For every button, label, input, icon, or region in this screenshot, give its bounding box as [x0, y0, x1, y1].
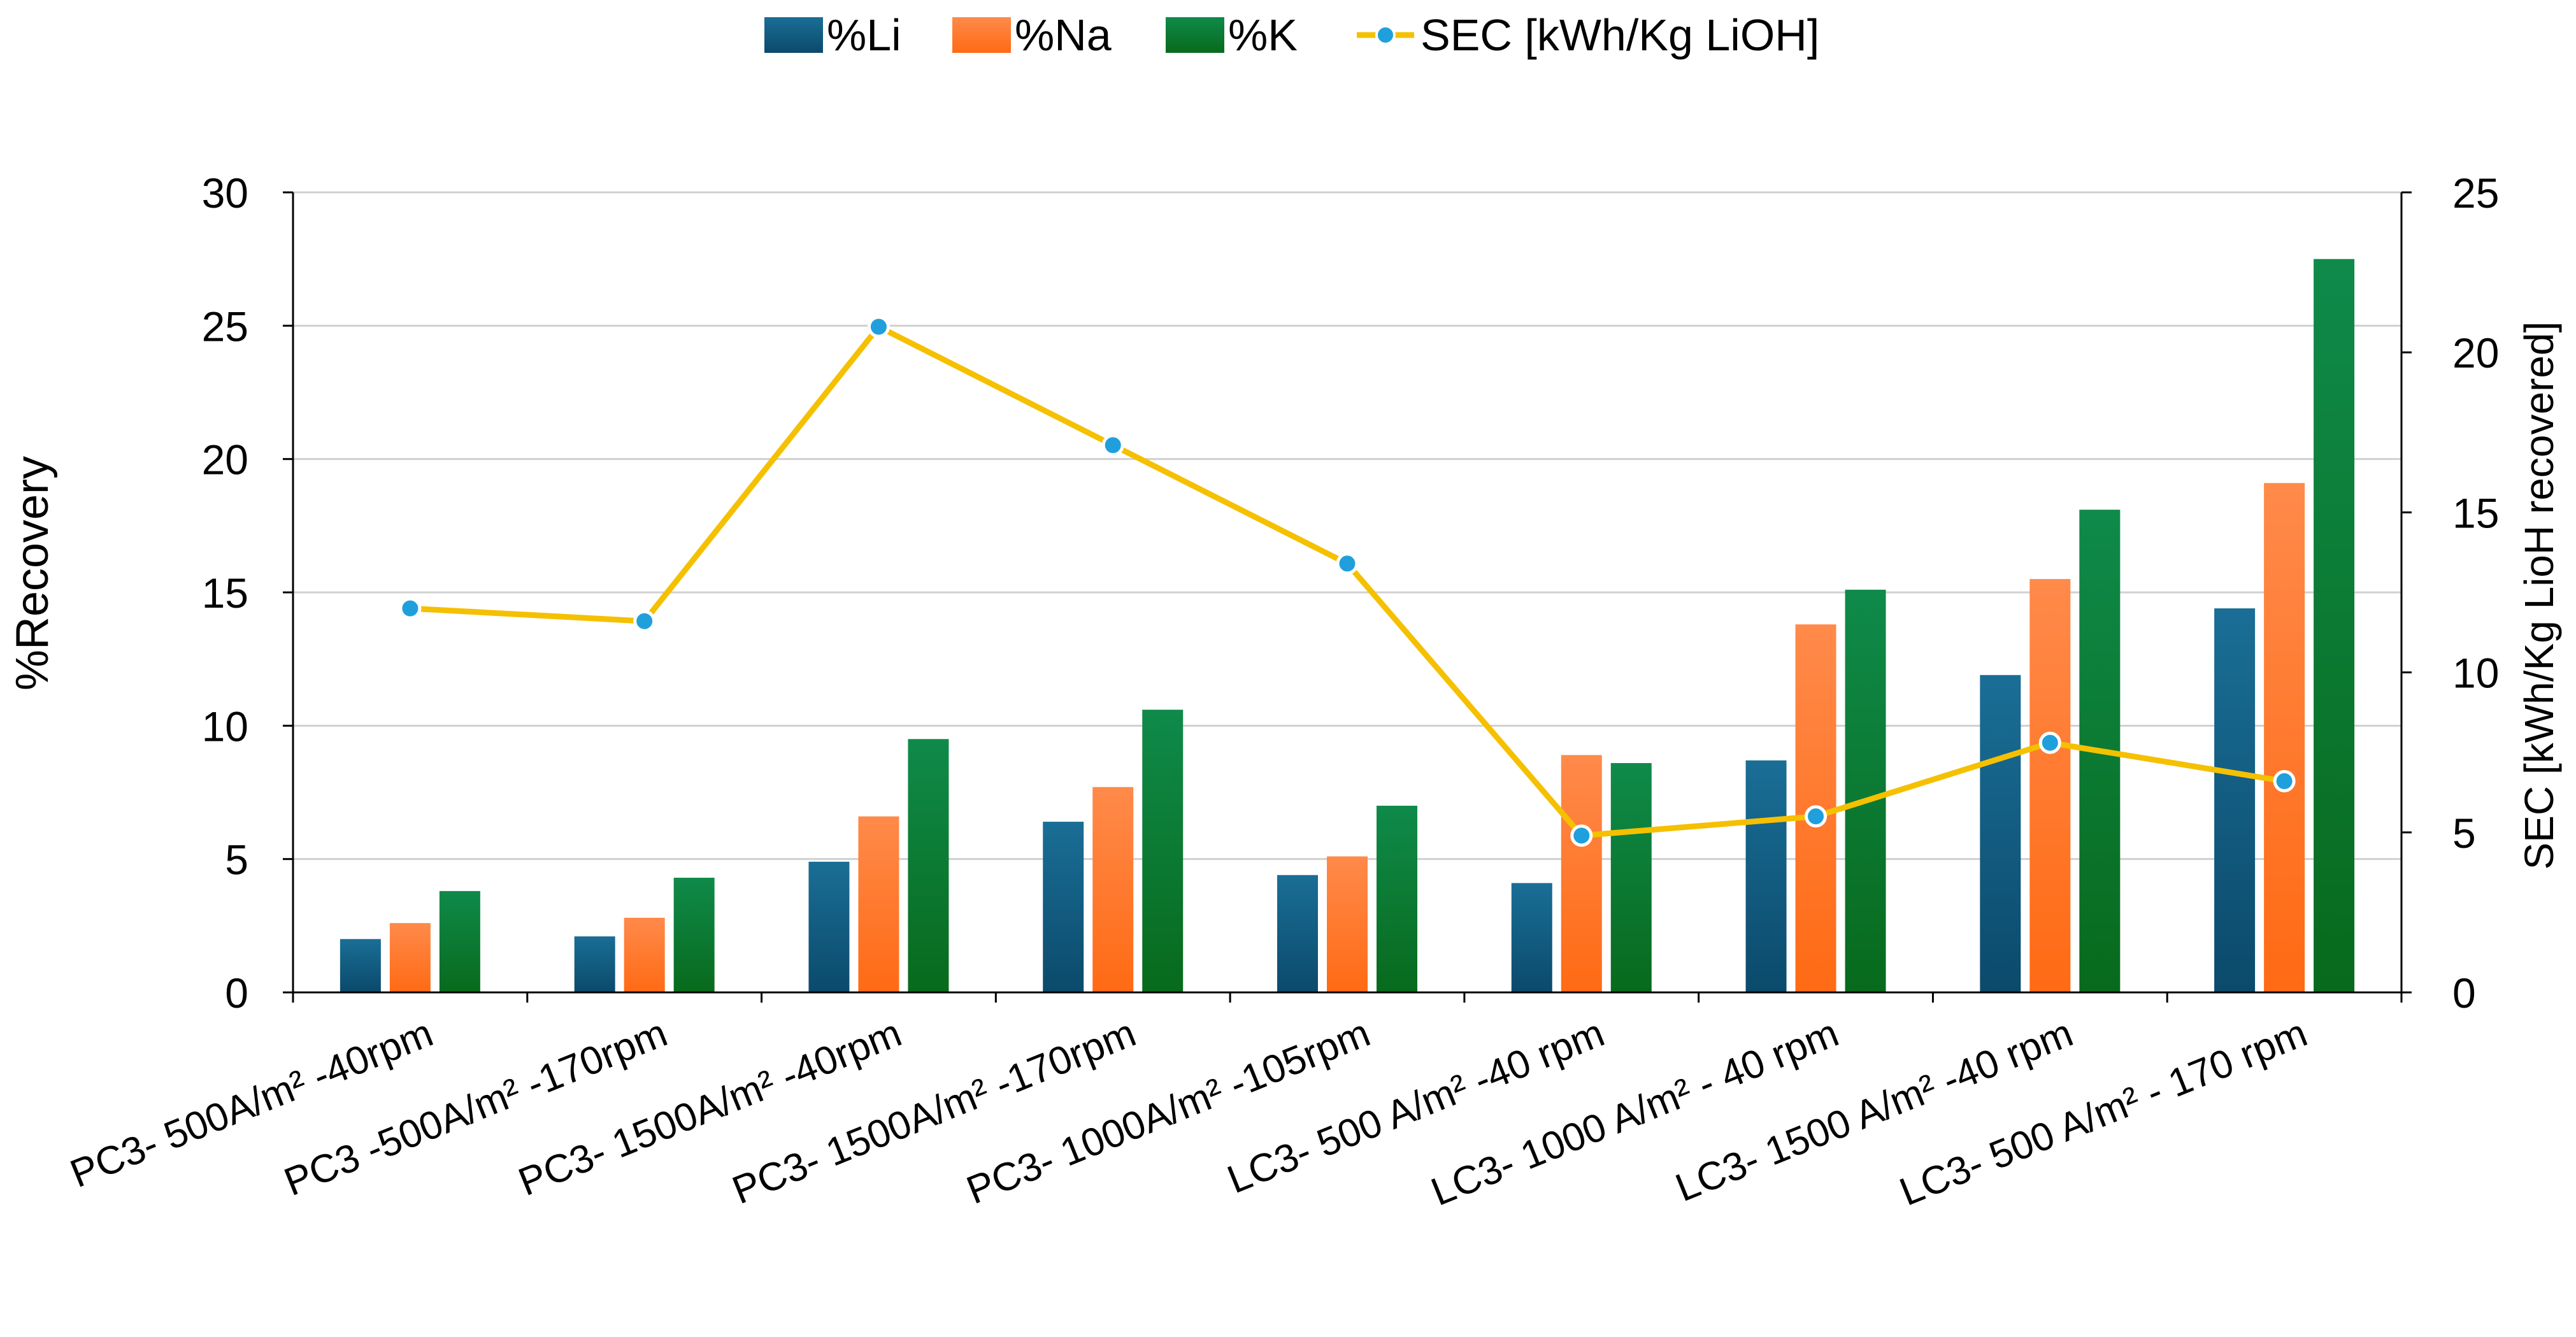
bar-pct-li-5 [1511, 883, 1552, 992]
bar-pct-na-8 [2264, 483, 2305, 992]
sec-point-0 [399, 597, 422, 620]
bar-pct-k-4 [1377, 805, 1417, 992]
sec-point-6 [1805, 805, 1828, 828]
right-y-ticks: 0 5 10 15 20 25 [2401, 169, 2499, 1017]
legend-label: %K [1228, 10, 1298, 60]
bar-pct-k-1 [673, 877, 715, 992]
bar-pct-na-3 [1092, 787, 1134, 992]
y2-tick-label: 25 [2452, 169, 2499, 217]
bar-pct-na-4 [1327, 856, 1368, 992]
bar-pct-k-0 [439, 890, 480, 992]
bar-pct-na-5 [1561, 755, 1602, 992]
legend-swatch-0 [764, 17, 823, 53]
sec-point-8 [2273, 769, 2296, 792]
bars [340, 259, 2355, 993]
bar-pct-li-6 [1745, 760, 1787, 992]
bar-pct-li-4 [1277, 875, 1318, 992]
y2-axis-label: SEC [kWh/Kg LioH recovered] [2516, 322, 2562, 870]
legend-label: SEC [kWh/Kg LiOH] [1420, 10, 1819, 60]
sec-line-path [410, 324, 2285, 839]
sec-point-4 [1336, 552, 1359, 575]
y-tick-label: 15 [202, 569, 248, 617]
y2-tick-label: 5 [2452, 810, 2476, 857]
legend-swatch-1 [952, 17, 1011, 53]
bar-pct-k-3 [1142, 710, 1184, 992]
bar-pct-na-0 [389, 923, 431, 992]
x-tick-label: PC3- 1000A/m² -105rpm [961, 1011, 1376, 1213]
sec-point-5 [1570, 824, 1593, 847]
legend-label: %Na [1015, 10, 1112, 60]
bar-pct-k-6 [1845, 589, 1886, 992]
sec-line [399, 315, 2296, 847]
x-tick-label: PC3- 1500A/m² -40rpm [513, 1011, 908, 1205]
bar-pct-li-8 [2214, 608, 2256, 992]
y2-tick-label: 15 [2452, 489, 2499, 536]
x-tick-label: PC3- 1500A/m² -170rpm [726, 1011, 1141, 1213]
y-tick-label: 0 [225, 969, 248, 1017]
sec-point-2 [867, 315, 890, 338]
left-y-ticks: 0 5 10 15 20 25 30 [202, 169, 293, 1017]
bar-pct-li-1 [574, 936, 615, 992]
y-tick-label: 30 [202, 169, 248, 217]
legend-label: %Li [827, 10, 901, 60]
sec-point-3 [1101, 434, 1124, 457]
y-tick-label: 10 [202, 703, 248, 750]
y-axis-label: %Recovery [7, 456, 58, 690]
y-tick-label: 5 [225, 836, 248, 883]
bar-pct-li-2 [808, 861, 850, 992]
bar-pct-k-2 [908, 739, 949, 992]
bar-pct-na-2 [858, 816, 899, 992]
x-tick-label: LC3- 1000 A/m² - 40 rpm [1425, 1011, 1844, 1215]
legend-swatch-2 [1166, 17, 1224, 53]
legend-marker [1375, 25, 1396, 45]
x-tick-label: PC3 -500A/m² -170rpm [278, 1011, 673, 1205]
y2-tick-label: 0 [2452, 969, 2476, 1017]
bar-pct-na-7 [2029, 579, 2071, 992]
bar-pct-k-5 [1610, 762, 1652, 992]
x-tick-label: LC3- 500 A/m² -40 rpm [1222, 1011, 1611, 1202]
bar-pct-li-3 [1043, 822, 1084, 992]
bar-pct-k-8 [2314, 259, 2355, 993]
bar-pct-li-0 [340, 939, 381, 992]
y2-tick-label: 20 [2452, 329, 2499, 376]
legend: %Li %Na %K SEC [kWh/Kg LiOH] [764, 10, 1819, 60]
y2-tick-label: 10 [2452, 650, 2499, 697]
x-tick-label: LC3- 500 A/m² - 170 rpm [1894, 1011, 2313, 1215]
x-tick-label: LC3- 1500 A/m² -40 rpm [1670, 1011, 2079, 1210]
sec-point-7 [2038, 731, 2061, 754]
sec-point-1 [633, 610, 656, 633]
bar-pct-li-7 [1980, 675, 2021, 992]
y-tick-label: 20 [202, 436, 248, 483]
bar-pct-na-1 [624, 917, 665, 992]
y-tick-label: 25 [202, 303, 248, 350]
